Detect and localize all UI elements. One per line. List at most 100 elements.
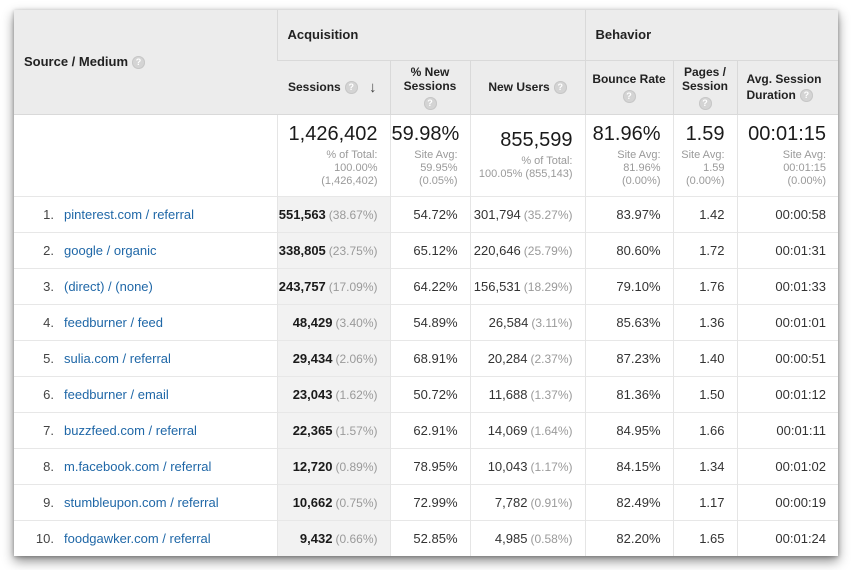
new-users-percent: (0.91%)	[530, 495, 573, 510]
bounce-rate-cell: 79.10%	[584, 267, 673, 304]
new-users-cell: 4,985 (0.58%)	[469, 519, 585, 556]
sessions-percent: (38.67%)	[328, 207, 378, 222]
avg-duration-cell: 00:00:19	[736, 483, 839, 520]
source-medium-link[interactable]: stumbleupon.com / referral	[64, 494, 219, 510]
column-header-new-sessions[interactable]: % New Sessions ?	[389, 60, 470, 114]
source-medium-cell: 5. sulia.com / referral	[14, 339, 277, 376]
sessions-percent: (1.57%)	[335, 423, 378, 438]
row-rank: 2.	[43, 242, 54, 258]
source-medium-link[interactable]: pinterest.com / referral	[64, 206, 195, 222]
total-pages-session-value: 1.59	[685, 122, 725, 145]
totals-source-cell	[14, 113, 277, 196]
totals-sessions: 1,426,402 % of Total: 100.00% (1,426,402…	[276, 113, 390, 196]
row-rank: 1.	[43, 206, 54, 222]
source-medium-link[interactable]: foodgawker.com / referral	[64, 530, 211, 546]
source-medium-cell: 8. m.facebook.com / referral	[14, 447, 277, 484]
bounce-rate-cell: 81.36%	[584, 375, 673, 412]
source-medium-link[interactable]: google / organic	[64, 242, 157, 258]
sessions-cell: 10,662 (0.75%)	[276, 483, 390, 520]
new-users-percent: (18.29%)	[523, 279, 573, 294]
help-icon[interactable]: ?	[344, 80, 358, 94]
help-icon[interactable]: ?	[698, 96, 712, 110]
source-medium-link[interactable]: m.facebook.com / referral	[64, 458, 212, 474]
new-users-cell: 156,531 (18.29%)	[469, 267, 585, 304]
pages-session-cell: 1.76	[672, 267, 737, 304]
sessions-value: 22,365	[292, 422, 333, 438]
sessions-label: Sessions	[288, 80, 341, 94]
new-users-cell: 26,584 (3.11%)	[469, 303, 585, 340]
sessions-value: 12,720	[292, 458, 333, 474]
table-row: 7. buzzfeed.com / referral 22,365 (1.57%) …	[14, 411, 839, 448]
help-icon[interactable]: ?	[622, 89, 636, 103]
new-users-value: 156,531	[473, 278, 521, 294]
row-rank: 8.	[43, 458, 54, 474]
avg-duration-cell: 00:01:33	[736, 267, 839, 304]
new-users-cell: 7,782 (0.91%)	[469, 483, 585, 520]
group-header-acquisition: Acquisition	[276, 10, 585, 61]
column-header-source-medium[interactable]: Source / Medium?	[14, 10, 277, 115]
table-row: 4. feedburner / feed 48,429 (3.40%) 54.89%…	[14, 303, 839, 340]
avg-duration-cell: 00:01:12	[736, 375, 839, 412]
sort-descending-icon[interactable]: ↓	[369, 78, 377, 96]
sessions-percent: (23.75%)	[328, 243, 378, 258]
column-header-pages-session[interactable]: Pages / Session ?	[672, 60, 737, 114]
total-bounce-rate-value: 81.96%	[592, 122, 661, 145]
bounce-rate-cell: 84.95%	[584, 411, 673, 448]
sessions-percent: (0.66%)	[335, 531, 378, 546]
sessions-cell: 243,757 (17.09%)	[276, 267, 390, 304]
help-icon[interactable]: ?	[553, 81, 567, 94]
row-rank: 5.	[43, 350, 54, 366]
table-row: 8. m.facebook.com / referral 12,720 (0.89%…	[14, 447, 839, 484]
new-sessions-cell: 78.95%	[389, 447, 470, 484]
sessions-cell: 551,563 (38.67%)	[276, 195, 390, 232]
column-header-avg-duration[interactable]: Avg. Session Duration?	[736, 60, 839, 114]
new-users-value: 14,069	[487, 422, 528, 438]
sessions-percent: (2.06%)	[335, 351, 378, 366]
source-medium-cell: 10. foodgawker.com / referral	[14, 519, 277, 556]
new-users-cell: 301,794 (35.27%)	[469, 195, 585, 232]
new-users-percent: (1.64%)	[530, 423, 573, 438]
sessions-value: 29,434	[292, 350, 333, 366]
source-medium-link[interactable]: feedburner / email	[64, 386, 169, 402]
new-users-value: 10,043	[487, 458, 528, 474]
avg-duration-cell: 00:01:24	[736, 519, 839, 556]
sessions-percent: (17.09%)	[328, 279, 378, 294]
avg-duration-cell: 00:00:58	[736, 195, 839, 232]
new-users-value: 301,794	[473, 206, 521, 222]
source-medium-label: Source / Medium	[24, 54, 129, 70]
totals-new-users: 855,599 % of Total: 100.05% (855,143)	[469, 113, 585, 196]
column-header-new-users[interactable]: New Users?	[469, 60, 585, 114]
table-row: 10. foodgawker.com / referral 9,432 (0.66%…	[14, 519, 839, 556]
column-header-bounce-rate[interactable]: Bounce Rate ?	[584, 60, 673, 114]
help-icon[interactable]: ?	[132, 56, 146, 70]
source-medium-link[interactable]: (direct) / (none)	[64, 278, 153, 294]
pages-session-cell: 1.17	[672, 483, 737, 520]
pages-session-cell: 1.50	[672, 375, 737, 412]
new-users-percent: (2.37%)	[530, 351, 573, 366]
new-users-percent: (3.11%)	[531, 315, 573, 330]
pages-session-cell: 1.34	[672, 447, 737, 484]
sessions-value: 551,563	[278, 206, 326, 222]
help-icon[interactable]: ?	[799, 89, 813, 102]
pages-session-cell: 1.36	[672, 303, 737, 340]
column-header-sessions[interactable]: Sessions? ↓	[277, 60, 390, 114]
new-users-value: 7,782	[494, 494, 528, 510]
source-medium-link[interactable]: sulia.com / referral	[64, 350, 171, 366]
bounce-rate-cell: 82.20%	[584, 519, 673, 556]
table-row: 9. stumbleupon.com / referral 10,662 (0.75…	[14, 483, 839, 520]
new-users-percent: (0.58%)	[530, 531, 573, 546]
new-users-value: 11,688	[488, 386, 528, 402]
help-icon[interactable]: ?	[423, 96, 437, 110]
sessions-cell: 22,365 (1.57%)	[276, 411, 390, 448]
total-new-sessions-value: 59.98%	[391, 122, 460, 145]
new-sessions-cell: 72.99%	[389, 483, 470, 520]
bounce-rate-label: Bounce Rate	[592, 71, 666, 86]
source-medium-link[interactable]: feedburner / feed	[64, 314, 164, 330]
source-medium-link[interactable]: buzzfeed.com / referral	[64, 422, 197, 438]
source-medium-cell: 1. pinterest.com / referral	[14, 195, 277, 232]
row-rank: 9.	[43, 494, 54, 510]
acquisition-label: Acquisition	[287, 27, 359, 43]
sessions-cell: 12,720 (0.89%)	[276, 447, 390, 484]
new-users-cell: 14,069 (1.64%)	[469, 411, 585, 448]
bounce-rate-cell: 84.15%	[584, 447, 673, 484]
